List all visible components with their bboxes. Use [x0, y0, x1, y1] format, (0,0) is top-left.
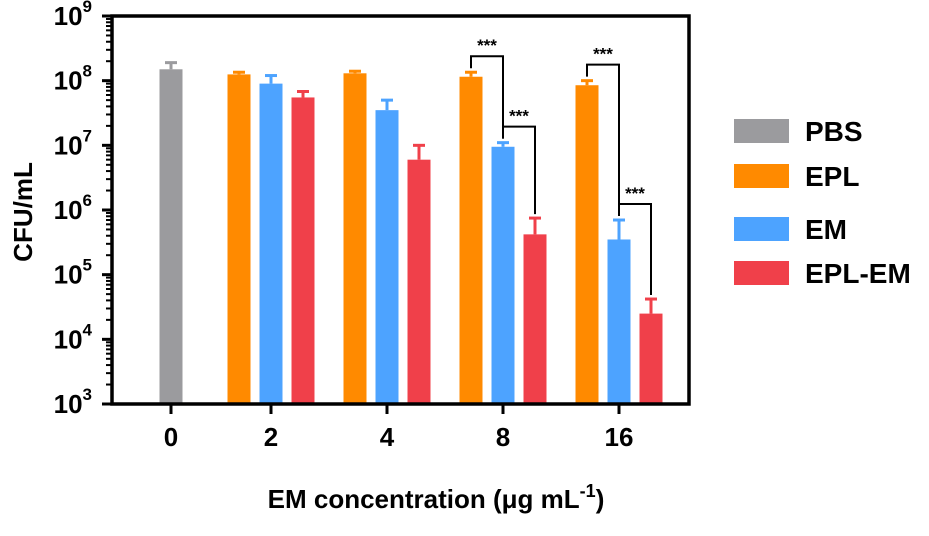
- significance-bracket: [586, 63, 620, 217]
- y-tick-label: 105: [54, 256, 92, 290]
- y-tick-label: 106: [54, 191, 92, 225]
- y-tick-label: 103: [54, 385, 92, 419]
- y-tick-label: 104: [54, 320, 93, 354]
- legend-swatch-em: [734, 217, 789, 241]
- legend-label-pbs: PBS: [805, 116, 863, 147]
- legend-label-epl: EPL: [805, 161, 859, 192]
- x-axis-title: EM concentration (μg mL-1): [268, 481, 605, 514]
- significance-bracket: [618, 203, 652, 296]
- significance-label: ***: [625, 184, 645, 203]
- legend-swatch-pbs: [734, 119, 789, 143]
- significance-label: ***: [593, 45, 613, 64]
- bars-layer: [159, 61, 663, 405]
- bar-em-2: [259, 83, 283, 405]
- x-tick-label: 2: [264, 422, 278, 452]
- significance-label: ***: [477, 36, 497, 55]
- x-tick-label: 16: [605, 422, 634, 452]
- bar-epl-8: [459, 76, 483, 404]
- bar-epl-em-2: [291, 97, 315, 404]
- bar-epl-16: [575, 85, 599, 405]
- x-axis-title-superscript: -1: [580, 481, 596, 501]
- bar-em-16: [607, 239, 631, 404]
- legend-swatch-epl: [734, 164, 789, 188]
- x-axis-title-suffix: ): [596, 484, 605, 514]
- legend: PBS EPL EM EPL-EM: [734, 116, 911, 289]
- plot-frame: [110, 14, 691, 406]
- bar-epl-4: [343, 73, 367, 404]
- annotations-layer: *** *** *** ***: [470, 36, 652, 296]
- y-tick-label: 108: [54, 62, 92, 96]
- y-axis-title: CFU/mL: [8, 162, 38, 262]
- x-tick-label: 0: [164, 422, 178, 452]
- y-tick-label: 109: [54, 0, 92, 31]
- legend-swatch-epl-em: [734, 261, 789, 285]
- y-tick-label: 107: [54, 126, 92, 160]
- bar-epl-em-8: [523, 234, 547, 404]
- x-tick-label: 4: [380, 422, 395, 452]
- bar-epl-2: [227, 74, 251, 405]
- bar-pbs-0: [159, 69, 183, 405]
- bar-em-4: [375, 110, 399, 404]
- legend-label-em: EM: [805, 214, 847, 245]
- significance-bracket: [502, 125, 536, 215]
- bar-em-8: [491, 146, 515, 405]
- axes-layer: 103 104 105 106 107 108 109 0 2 4 8 16: [54, 0, 691, 452]
- x-axis-title-main: EM concentration (μg mL: [268, 484, 580, 514]
- legend-label-epl-em: EPL-EM: [805, 258, 911, 289]
- bar-epl-em-16: [639, 313, 663, 404]
- bar-epl-em-4: [407, 159, 431, 404]
- x-tick-label: 8: [496, 422, 510, 452]
- significance-label: ***: [509, 107, 529, 126]
- significance-bracket: [470, 55, 504, 139]
